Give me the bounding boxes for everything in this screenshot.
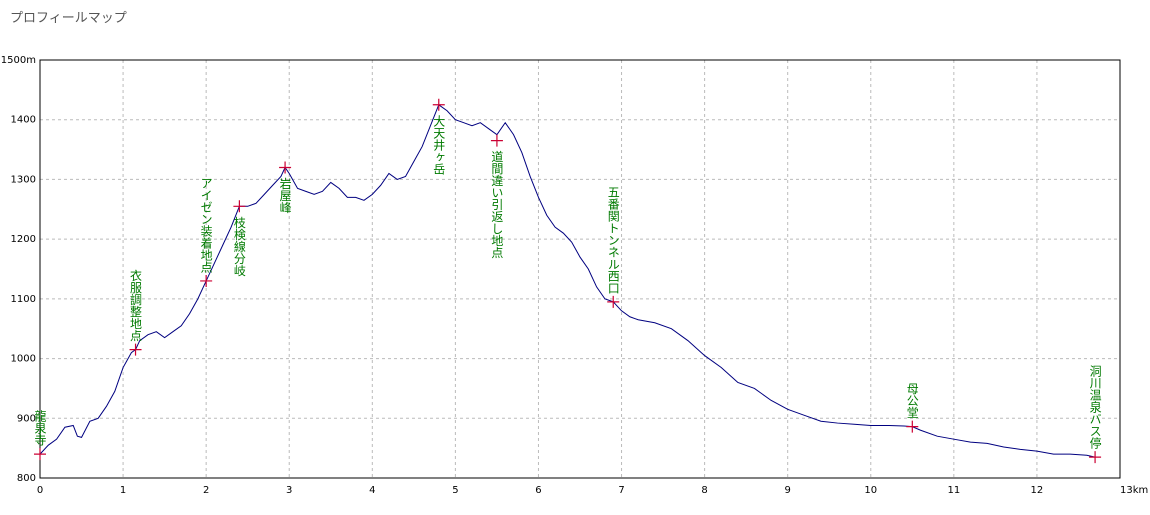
y-tick-label: 1000 — [11, 354, 36, 365]
plot-frame — [39, 59, 1121, 479]
waypoint-marker — [906, 420, 919, 433]
y-tick-label: 1200 — [11, 234, 36, 245]
x-tick-label: 5 — [452, 485, 458, 496]
waypoint-marker — [233, 200, 246, 213]
waypoint-marker — [279, 161, 292, 174]
y-tick-label: 800 — [17, 473, 36, 484]
x-tick-label: 8 — [701, 485, 707, 496]
y-tick-label: 900 — [17, 413, 36, 424]
waypoint-marker — [1089, 451, 1102, 464]
x-tick-label: 12 — [1031, 485, 1044, 496]
waypoint-label: 岩屋峰 — [278, 176, 292, 213]
elevation-line — [39, 104, 1096, 458]
waypoint-marker — [200, 274, 213, 287]
x-tick-label: 4 — [369, 485, 375, 496]
x-tick-label: 1 — [120, 485, 126, 496]
x-tick-label: 3 — [286, 485, 292, 496]
waypoint-label: 枝検線分岐 — [232, 215, 246, 276]
waypoint-marker — [607, 295, 620, 308]
x-tick-label: 2 — [203, 485, 209, 496]
x-tick-label: 7 — [618, 485, 624, 496]
x-tick-label: 0 — [37, 485, 43, 496]
waypoint-label: アイゼン装着地点 — [199, 177, 213, 273]
waypoint-label: 母公堂 — [905, 383, 919, 419]
waypoint-marker — [34, 448, 46, 461]
waypoint-label: 龍泉寺 — [33, 409, 47, 446]
y-tick-label: 1300 — [11, 174, 36, 185]
waypoint-label: 五番関トンネル西口 — [606, 186, 620, 294]
y-tick-label: 1100 — [11, 294, 36, 305]
x-tick-label: 10 — [864, 485, 877, 496]
y-tick-label: 1500m — [1, 55, 36, 66]
waypoint-label: 大天井ヶ岳 — [432, 114, 446, 174]
x-tick-label: 6 — [535, 485, 541, 496]
waypoint-marker — [129, 343, 142, 356]
waypoint-label: 衣服調整地点 — [129, 268, 143, 341]
x-tick-label: 11 — [947, 485, 960, 496]
page-title: プロフィールマップ — [10, 11, 127, 26]
x-tick-label: 13km — [1120, 485, 1148, 496]
waypoint-marker — [432, 98, 445, 111]
waypoint-label: 道間違い引返し地点 — [490, 150, 504, 258]
y-tick-label: 1400 — [11, 115, 36, 126]
waypoint-label: 洞川温泉バス停 — [1088, 365, 1102, 450]
waypoint-marker — [490, 134, 503, 147]
x-tick-label: 9 — [785, 485, 791, 496]
